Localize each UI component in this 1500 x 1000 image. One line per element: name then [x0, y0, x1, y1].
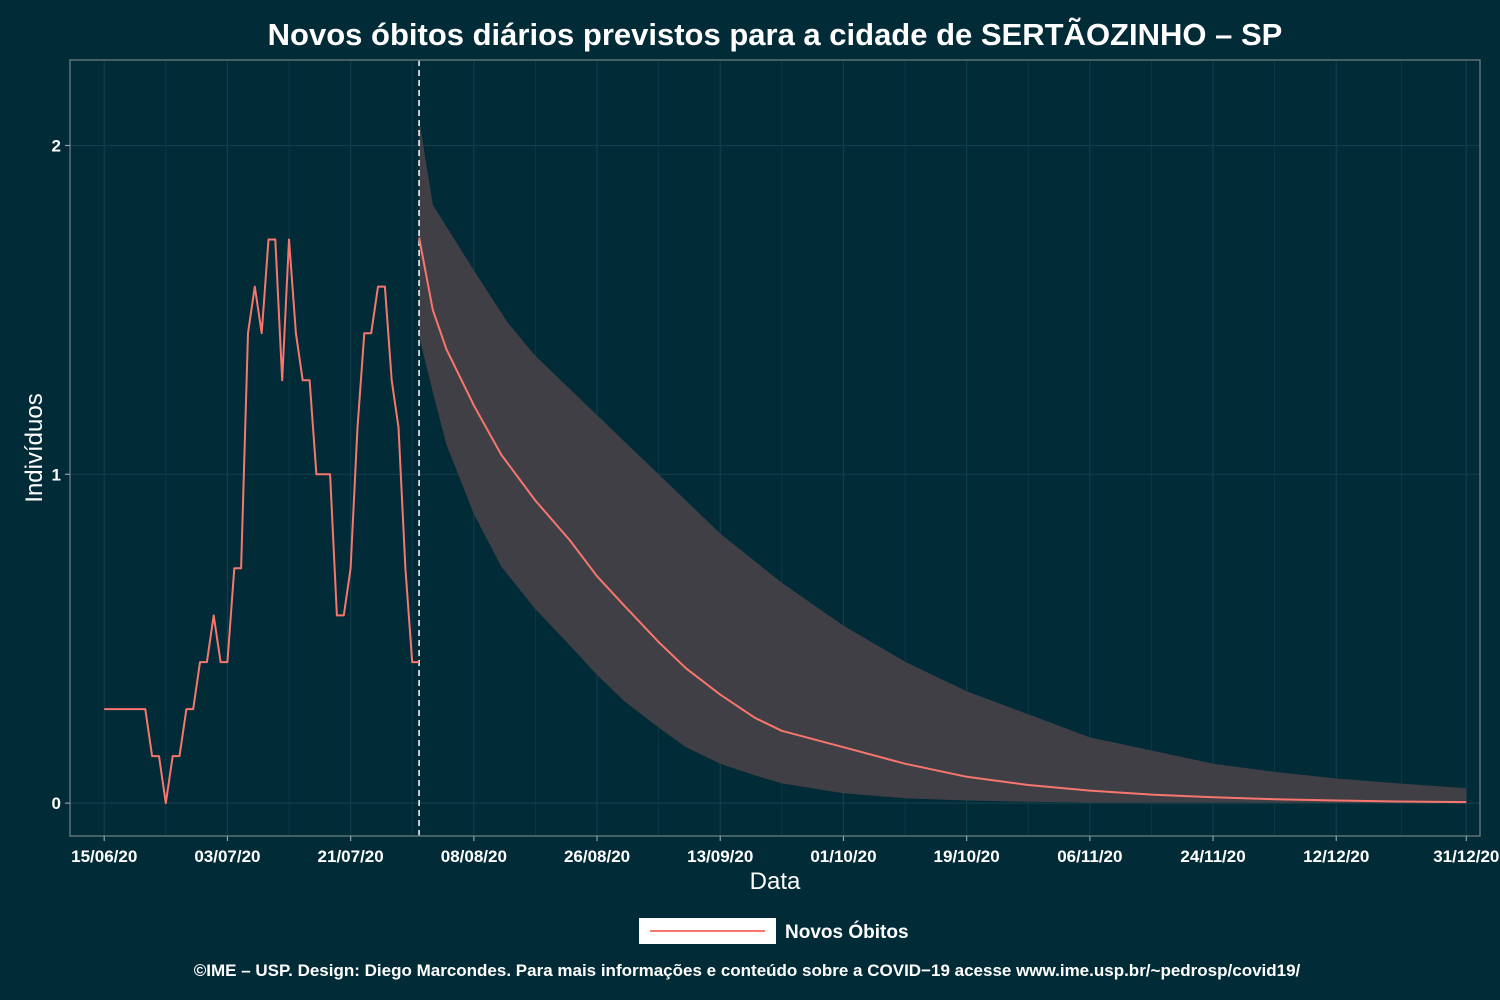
footer-caption: ©IME – USP. Design: Diego Marcondes. Par…: [194, 961, 1301, 980]
series-lines: [104, 237, 1467, 805]
x-tick-label: 31/12/20: [1433, 847, 1499, 866]
plot-panel-border: [69, 59, 1481, 837]
y-axis-ticks: 0 1 2: [52, 136, 70, 813]
x-tick-label: 24/11/20: [1180, 847, 1245, 866]
x-tick-label: 08/08/20: [441, 847, 507, 866]
x-axis-ticks: 15/06/20 03/07/20 21/07/20 08/08/20 26/08/20…: [71, 836, 1499, 866]
x-tick-label: 15/06/20: [71, 847, 137, 866]
confidence-band: [419, 119, 1467, 804]
chart-title: Novos óbitos diários previstos para a ci…: [268, 17, 1283, 52]
observed-line: [104, 238, 420, 805]
forecast-ribbon: [419, 119, 1467, 804]
forecast-line: [418, 237, 1467, 804]
x-tick-label: 01/10/20: [810, 847, 876, 866]
y-axis-title: Indivíduos: [21, 393, 48, 502]
y-tick-label: 2: [52, 136, 61, 155]
x-tick-label: 26/08/20: [564, 847, 630, 866]
x-tick-label: 12/12/20: [1303, 847, 1369, 866]
y-tick-label: 0: [52, 794, 61, 813]
x-axis-title: Data: [750, 868, 801, 895]
x-tick-label: 13/09/20: [687, 847, 753, 866]
legend-label: Novos Óbitos: [785, 921, 909, 943]
legend: Novos Óbitos: [639, 918, 909, 944]
x-tick-label: 21/07/20: [318, 847, 384, 866]
x-tick-label: 03/07/20: [194, 847, 260, 866]
x-tick-label: 06/11/20: [1057, 847, 1122, 866]
x-tick-label: 19/10/20: [934, 847, 1000, 866]
y-tick-label: 1: [52, 465, 61, 484]
